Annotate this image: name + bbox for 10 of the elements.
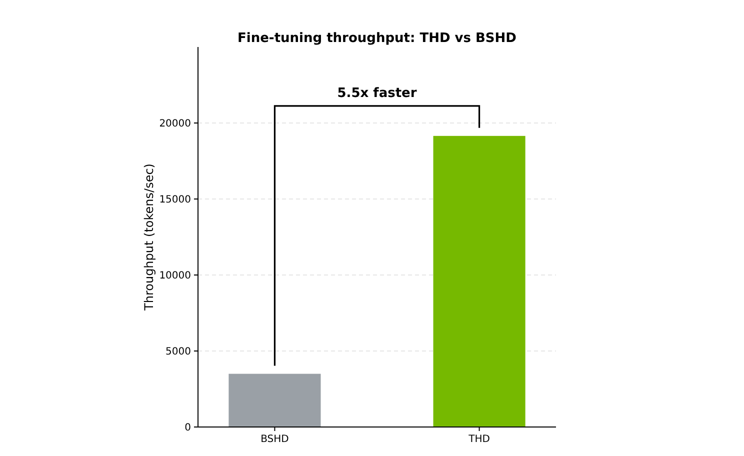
y-tick-label: 5000 bbox=[166, 346, 191, 358]
y-tick-label: 15000 bbox=[159, 194, 191, 206]
annotation: 5.5x faster bbox=[337, 86, 418, 101]
x-tick-label: THD bbox=[468, 434, 490, 445]
x-tick-label: BSHD bbox=[260, 434, 290, 445]
y-tick-label: 10000 bbox=[159, 270, 191, 282]
y-axis-title: Throughput (tokens/sec) bbox=[142, 164, 156, 312]
y-tick-label: 0 bbox=[184, 422, 191, 434]
y-tick-label: 20000 bbox=[159, 118, 191, 130]
chart-title: Fine-tuning throughput: THD vs BSHD bbox=[238, 31, 517, 46]
